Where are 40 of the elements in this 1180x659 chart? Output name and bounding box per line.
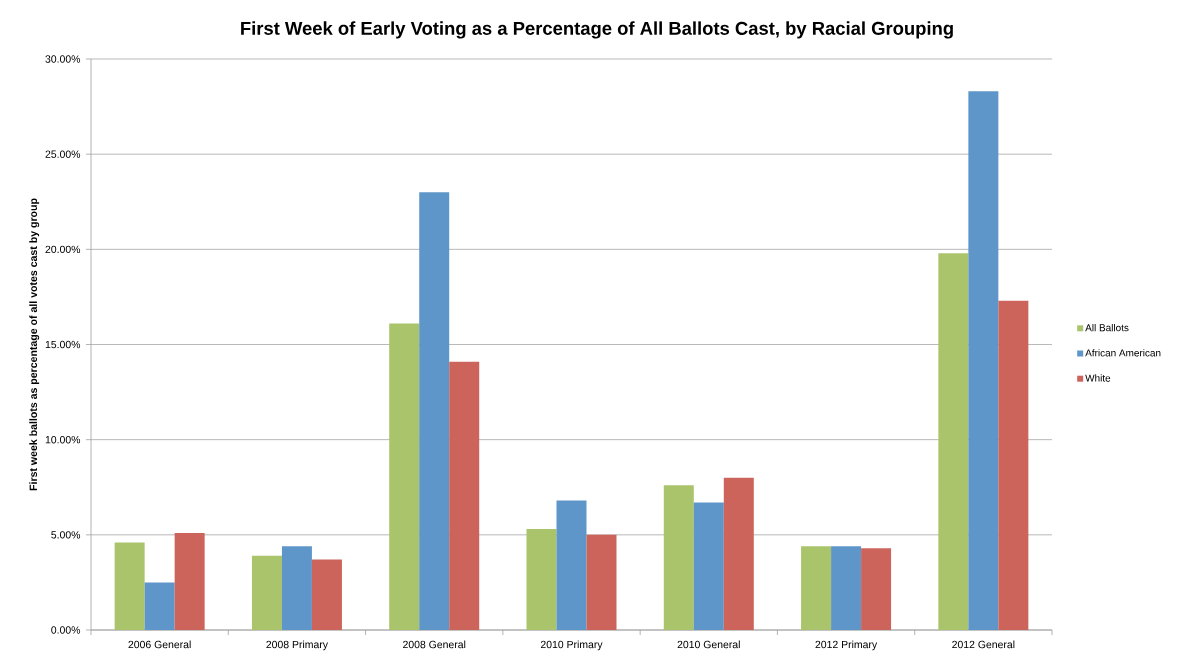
- bar: [526, 529, 557, 630]
- bar: [311, 559, 342, 630]
- bar: [144, 582, 175, 630]
- bar: [801, 546, 832, 630]
- bar: [861, 548, 892, 630]
- x-tick-label: 2010 General: [677, 640, 740, 649]
- legend-label: White: [1085, 374, 1111, 382]
- bar: [968, 91, 999, 630]
- bar: [281, 546, 312, 630]
- chart-title: First Week of Early Voting as a Percentage of All Ballots Cast, by Racial Grouping: [241, 21, 953, 39]
- legend-label: All Ballots: [1085, 323, 1129, 332]
- bar: [831, 546, 862, 630]
- bar: [998, 300, 1029, 630]
- y-tick-label: 0.00%: [51, 626, 81, 634]
- y-tick-label: 20.00%: [45, 245, 81, 254]
- y-tick-label: 25.00%: [45, 150, 81, 158]
- bar: [556, 500, 587, 630]
- y-tick-label: 15.00%: [45, 340, 81, 349]
- x-tick-label: 2012 Primary: [815, 640, 878, 651]
- bar: [586, 534, 617, 630]
- bar: [693, 502, 724, 630]
- y-axis-title: First week ballots as percentage of all votes cast by group: [29, 198, 40, 491]
- bar: [663, 485, 694, 630]
- bar: [251, 555, 282, 630]
- legend-label: African American: [1085, 349, 1161, 357]
- bar: [114, 542, 145, 630]
- bar: [449, 361, 480, 630]
- y-tick-label: 5.00%: [51, 531, 81, 539]
- bar: [419, 192, 450, 630]
- x-tick-label: 2010 Primary: [540, 640, 603, 651]
- x-tick-label: 2008 Primary: [266, 640, 328, 651]
- bar: [174, 532, 205, 630]
- y-tick-label: 30.00%: [45, 55, 81, 63]
- bar: [389, 323, 420, 630]
- y-tick-label: 10.00%: [45, 435, 81, 444]
- bar: [723, 477, 754, 630]
- x-tick-label: 2012 General: [952, 640, 1015, 649]
- x-tick-label: 2008 General: [403, 640, 466, 649]
- bar: [938, 253, 969, 630]
- x-tick-label: 2006 General: [128, 640, 191, 649]
